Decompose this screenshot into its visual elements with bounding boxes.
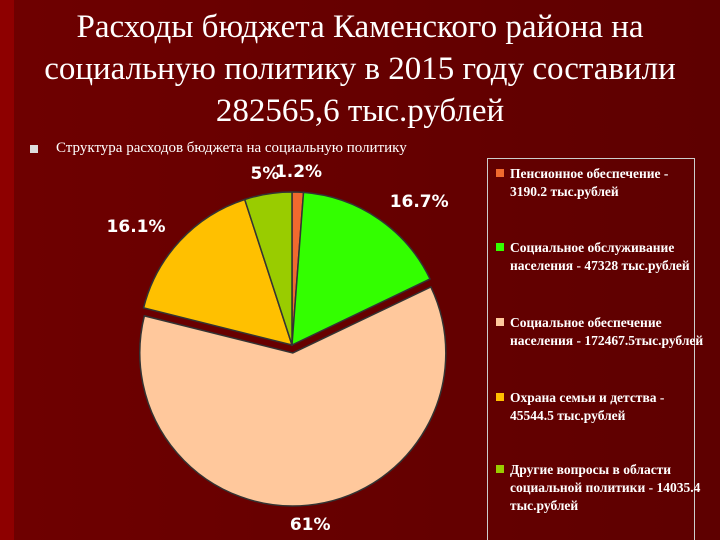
pie-slice bbox=[243, 191, 293, 346]
pie-slice bbox=[142, 198, 294, 347]
slide-title: Расходы бюджета Каменского района на соц… bbox=[44, 9, 676, 129]
legend-label: Охрана семьи и детства - 45544.5 тыс.руб… bbox=[510, 390, 665, 423]
legend-swatch bbox=[496, 393, 504, 401]
legend-label: Социальное обслуживание населения - 4732… bbox=[510, 240, 690, 273]
legend-swatch bbox=[496, 169, 504, 177]
legend-label: Пенсионное обеспечение - 3190.2 тыс.рубл… bbox=[510, 166, 669, 199]
data-label: 1.2% bbox=[275, 162, 322, 182]
data-label: 16.7% bbox=[390, 192, 449, 212]
legend-item: Охрана семьи и детства - 45544.5 тыс.руб… bbox=[496, 389, 706, 425]
pie-slice bbox=[291, 191, 432, 347]
legend-swatch bbox=[496, 318, 504, 326]
legend-swatch bbox=[496, 465, 504, 473]
legend-label: Другие вопросы в области социальной поли… bbox=[510, 462, 701, 513]
data-label: 61% bbox=[290, 515, 331, 535]
legend-swatch bbox=[496, 243, 504, 251]
legend-item: Социальное обслуживание населения - 4732… bbox=[496, 239, 706, 275]
pie-slice bbox=[139, 285, 447, 507]
bullet bbox=[30, 145, 38, 153]
legend-item: Пенсионное обеспечение - 3190.2 тыс.рубл… bbox=[496, 165, 706, 201]
data-label: 16.1% bbox=[107, 217, 166, 237]
legend-item: Социальное обеспечение населения - 17246… bbox=[496, 314, 706, 350]
chart-title: Структура расходов бюджета на социальную… bbox=[56, 140, 407, 156]
legend-item: Другие вопросы в области социальной поли… bbox=[496, 461, 706, 515]
legend: Пенсионное обеспечение - 3190.2 тыс.рубл… bbox=[487, 158, 703, 540]
data-label: 5% bbox=[250, 164, 279, 184]
legend-label: Социальное обеспечение населения - 17246… bbox=[510, 315, 704, 348]
